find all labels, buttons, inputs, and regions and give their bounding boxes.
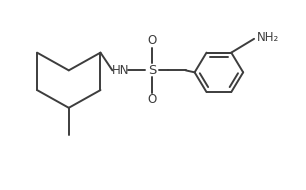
Text: HN: HN [112,64,129,77]
Text: O: O [147,93,157,106]
Text: O: O [147,34,157,47]
Text: NH₂: NH₂ [257,31,279,44]
Text: S: S [148,64,156,77]
